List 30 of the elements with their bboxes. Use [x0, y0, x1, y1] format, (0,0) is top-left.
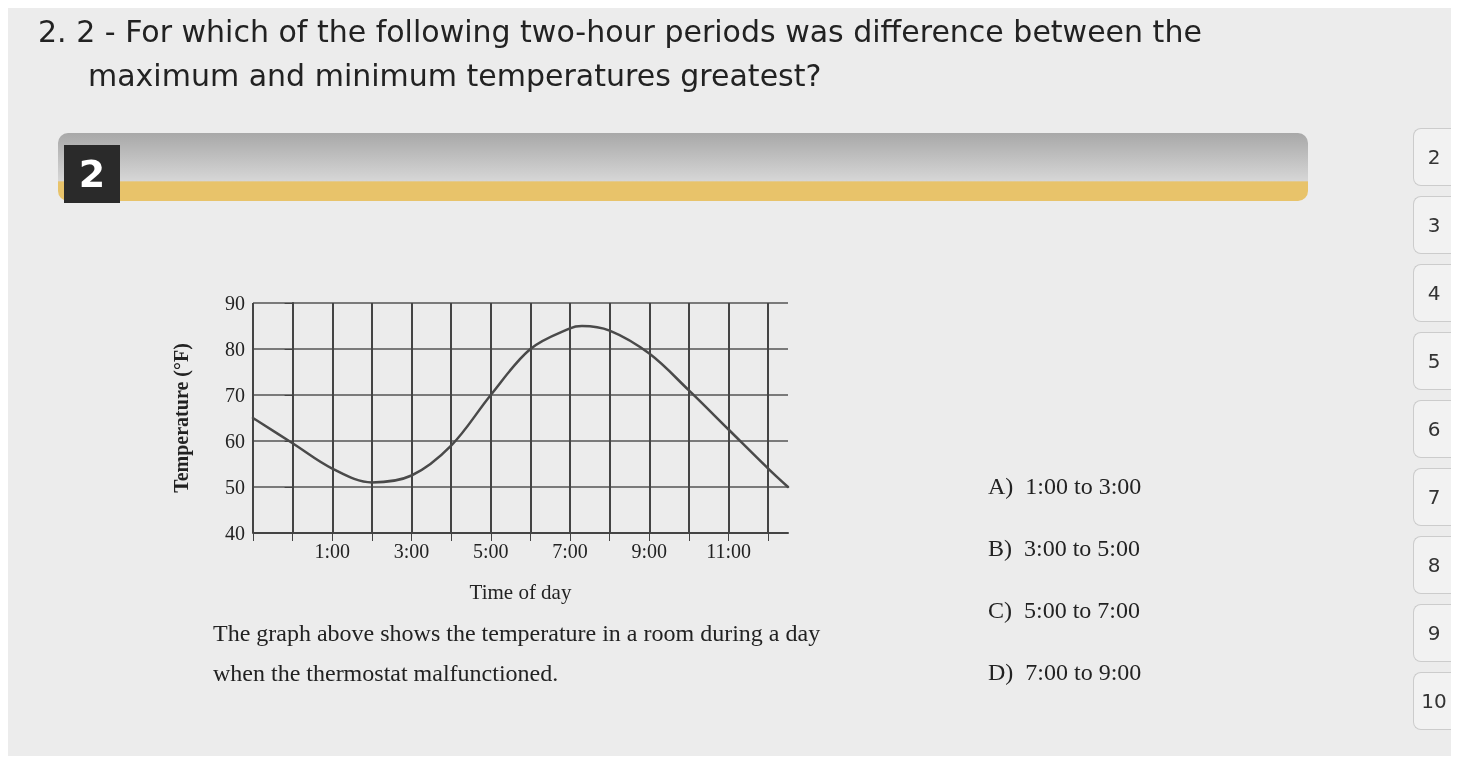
text: D) 7:00 to 9:00 — [988, 659, 1142, 686]
text: 2 — [64, 145, 120, 203]
x-tick-label: 9:00 — [631, 540, 668, 562]
x-axis-title: Time of day — [469, 579, 572, 604]
text: 2 — [1413, 128, 1454, 186]
text: 8 — [1413, 536, 1454, 594]
x-tick-label: 3:00 — [393, 540, 430, 562]
text: A) 1:00 to 3:00 — [988, 473, 1142, 500]
chart-title: 2. 2 - For which of the following two-hour periods was difference between the maximum and minimum temperatures greatest? — [38, 13, 1203, 95]
y-tick-label: 40 — [225, 522, 245, 544]
text: 7 — [1413, 468, 1454, 526]
y-tick-label: 80 — [225, 338, 245, 360]
y-axis-title: Temperature (°F) — [170, 343, 193, 493]
text: 6 — [1413, 400, 1454, 458]
text: B) 3:00 to 5:00 — [988, 535, 1141, 562]
x-tick-label: 5:00 — [473, 540, 509, 562]
y-tick-label: 90 — [225, 292, 245, 314]
x-tick-label: 7:00 — [552, 540, 588, 562]
y-tick-label: 60 — [225, 430, 245, 452]
y-tick-label: 70 — [225, 384, 245, 406]
y-tick-label: 50 — [225, 476, 245, 498]
x-tick-label: 11:00 — [706, 540, 751, 562]
text: C) 5:00 to 7:00 — [988, 597, 1141, 624]
text: 3 — [1413, 196, 1454, 254]
x-tick-label: 1:00 — [314, 540, 351, 562]
text: 4 — [1413, 264, 1454, 322]
text: The graph above shows the temperature in a room during a day when the thermostat malfunctioned. — [213, 619, 822, 688]
text: 5 — [1413, 332, 1454, 390]
text: 10 — [1413, 672, 1454, 730]
text: 9 — [1413, 604, 1454, 662]
